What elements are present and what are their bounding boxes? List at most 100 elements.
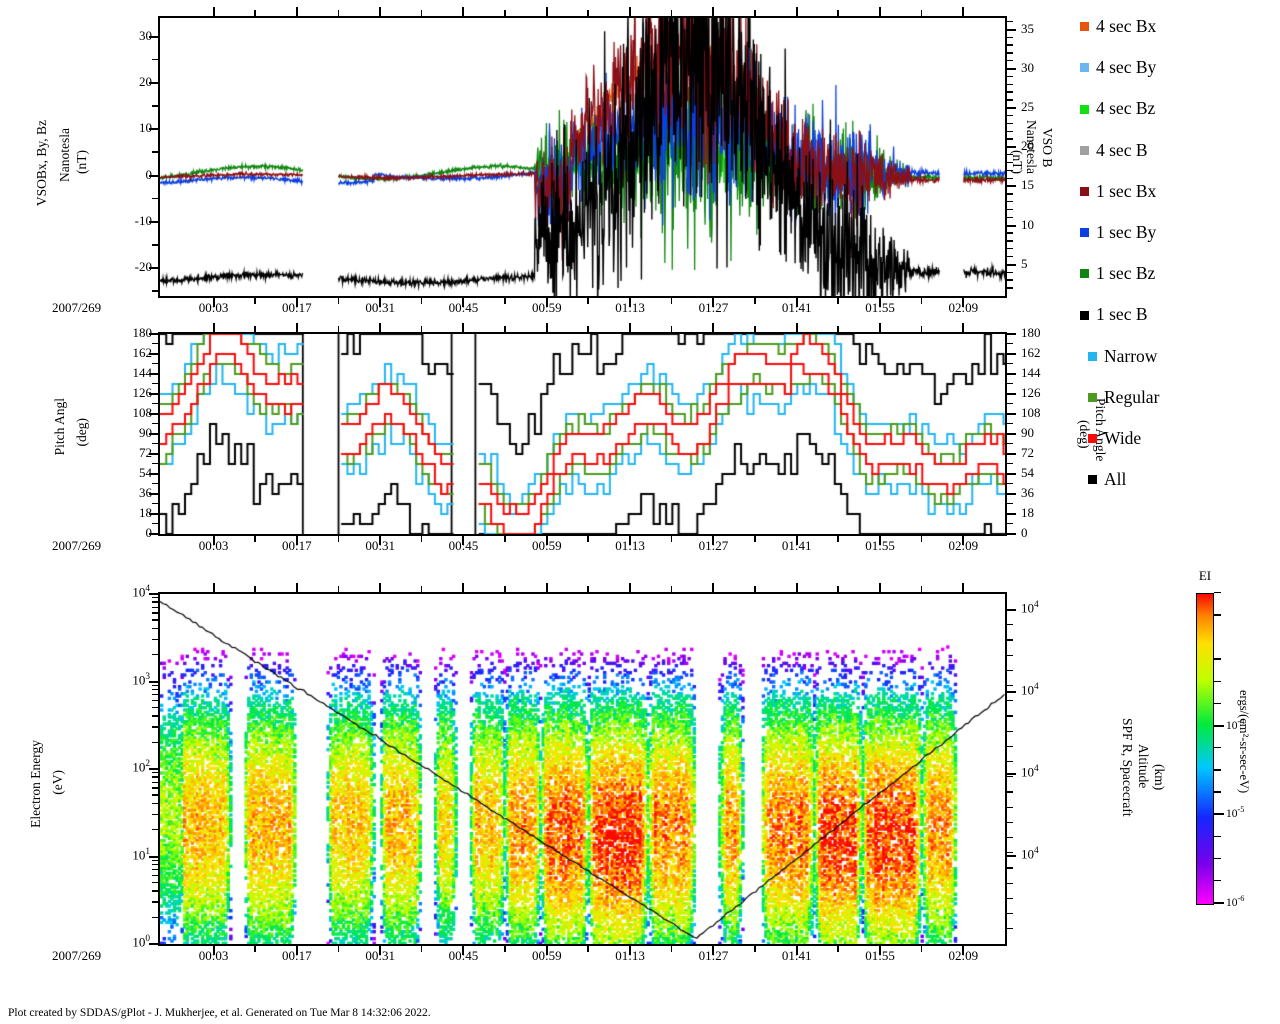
legend-item-label: Narrow [1104, 345, 1158, 366]
axis-tick-label: 0 [108, 167, 153, 183]
legend-item[interactable]: 4 sec Bx [1080, 17, 1156, 36]
axis-tick-mark [712, 536, 715, 545]
axis-tick-mark [254, 946, 256, 952]
axis-tick-mark [545, 298, 548, 307]
legend-item[interactable]: Wide [1088, 429, 1141, 448]
axis-tick-mark [1007, 423, 1013, 425]
date-label-middle-text: 2007/269 [52, 538, 102, 553]
legend-item[interactable]: 4 sec By [1080, 59, 1156, 77]
axis-tick-mark [1007, 20, 1013, 23]
legend-item[interactable]: 4 sec Bz [1080, 100, 1155, 118]
axis-tick-mark [152, 859, 158, 861]
axis-tick-mark [1007, 821, 1013, 824]
axis-tick-mark [1007, 433, 1016, 435]
axis-tick-mark [254, 586, 256, 592]
energy-left-axis-label-text: Electron Energy [28, 740, 43, 828]
time-axis-tick-label: 01:13 [615, 948, 645, 963]
axis-tick-label: 72 [1021, 445, 1034, 460]
legend-item[interactable]: Narrow [1088, 345, 1158, 366]
axis-tick-mark [149, 453, 158, 455]
electron-spectrogram-panel-frame [158, 592, 1007, 946]
colorbar-tick-label: 10-4 [1226, 716, 1245, 732]
axis-tick-mark [670, 536, 673, 542]
time-axis-tick-label: 00:59 [531, 300, 562, 315]
legend-item[interactable]: Regular [1088, 388, 1159, 407]
legend-item[interactable]: All [1088, 471, 1126, 489]
axis-tick-mark [837, 946, 839, 952]
axis-tick-mark [152, 874, 158, 877]
axis-tick-label: 20 [1021, 138, 1034, 154]
axis-tick-mark [152, 383, 158, 385]
colorbar-units-label: ergs/(cm²-sr-sec-eV) [1236, 690, 1251, 793]
axis-tick-mark [152, 726, 158, 728]
axis-tick-mark [212, 946, 215, 955]
axis-tick-mark [152, 523, 158, 525]
axis-tick-mark [149, 413, 158, 415]
mag-left-axis-units-line: Nanotesla [57, 128, 72, 182]
axis-tick-mark [1007, 882, 1013, 884]
axis-tick-mark [149, 473, 158, 475]
axis-tick-mark [462, 946, 465, 955]
axis-tick-mark [1214, 791, 1221, 793]
axis-tick-mark [712, 323, 715, 332]
legend-swatch-icon [1088, 393, 1097, 403]
time-axis-tick-label: 00:17 [282, 538, 312, 553]
axis-tick-label: 104 [1021, 600, 1039, 616]
axis-tick-mark [712, 7, 715, 16]
axis-tick-mark [254, 326, 256, 332]
axis-tick-mark [1007, 122, 1013, 125]
colorbar-title-text: EI [1198, 568, 1212, 583]
axis-tick-mark [587, 326, 590, 332]
time-axis-tick-label: 02:09 [948, 948, 979, 963]
axis-tick-label: 10 [139, 120, 152, 136]
axis-tick-mark [879, 323, 882, 332]
axis-tick-mark [1007, 232, 1013, 234]
axis-tick-mark [795, 323, 798, 332]
axis-tick-mark [920, 298, 923, 304]
axis-tick-mark [587, 536, 590, 542]
axis-tick-mark [1007, 279, 1013, 281]
axis-tick-mark [1007, 373, 1016, 375]
legend-item[interactable]: 1 sec By [1080, 223, 1156, 242]
axis-tick-mark [254, 10, 256, 16]
axis-tick-mark [149, 373, 158, 375]
axis-tick-mark [795, 298, 798, 307]
axis-tick-mark [1214, 747, 1221, 749]
axis-tick-label: 104 [1021, 846, 1039, 862]
pitch-left-axis-units-text: (deg) [74, 418, 89, 447]
altitude-right-axis-sublabel: Altitude [1136, 744, 1151, 788]
axis-tick-mark [462, 323, 465, 332]
axis-tick-mark [1007, 130, 1013, 132]
axis-tick-mark [1007, 193, 1013, 195]
axis-tick-mark [212, 323, 215, 332]
date-label-bottom: 2007/269 [52, 948, 101, 964]
pitch-left-axis-label: Pitch Angl [52, 398, 67, 455]
altitude-right-axis-label: SPF R, Spacecraft [1120, 718, 1135, 817]
axis-tick-mark [754, 10, 756, 16]
time-axis-tick-label: 01:13 [615, 300, 645, 315]
axis-tick-mark [152, 772, 158, 774]
axis-tick-mark [1007, 154, 1013, 156]
axis-tick-mark [149, 174, 158, 177]
axis-tick-mark [420, 10, 423, 16]
legend-item[interactable]: 1 sec Bx [1080, 182, 1156, 201]
axis-tick-label: 35 [1021, 20, 1034, 36]
colorbar-tick-label: 10-6 [1226, 894, 1245, 909]
time-axis-tick-label: 00:45 [448, 948, 479, 963]
axis-tick-mark [152, 813, 158, 816]
legend-item[interactable]: 4 sec B [1080, 141, 1148, 160]
legend-item[interactable]: 1 sec B [1080, 306, 1148, 324]
colorbar-tick-label: 10-5 [1226, 805, 1245, 821]
axis-tick-mark [545, 946, 548, 955]
axis-tick-mark [1007, 852, 1013, 854]
legend-swatch-icon [1080, 22, 1089, 32]
legend-item[interactable]: 1 sec Bz [1080, 265, 1155, 283]
axis-tick-mark [152, 901, 158, 903]
date-label-middle: 2007/269 [52, 538, 101, 554]
axis-tick-mark [1007, 730, 1013, 732]
axis-tick-mark [152, 776, 158, 778]
axis-tick-mark [149, 333, 158, 335]
axis-tick-label: 103 [132, 671, 150, 687]
axis-tick-mark [152, 694, 158, 696]
axis-tick-label: 180 [1021, 325, 1041, 340]
